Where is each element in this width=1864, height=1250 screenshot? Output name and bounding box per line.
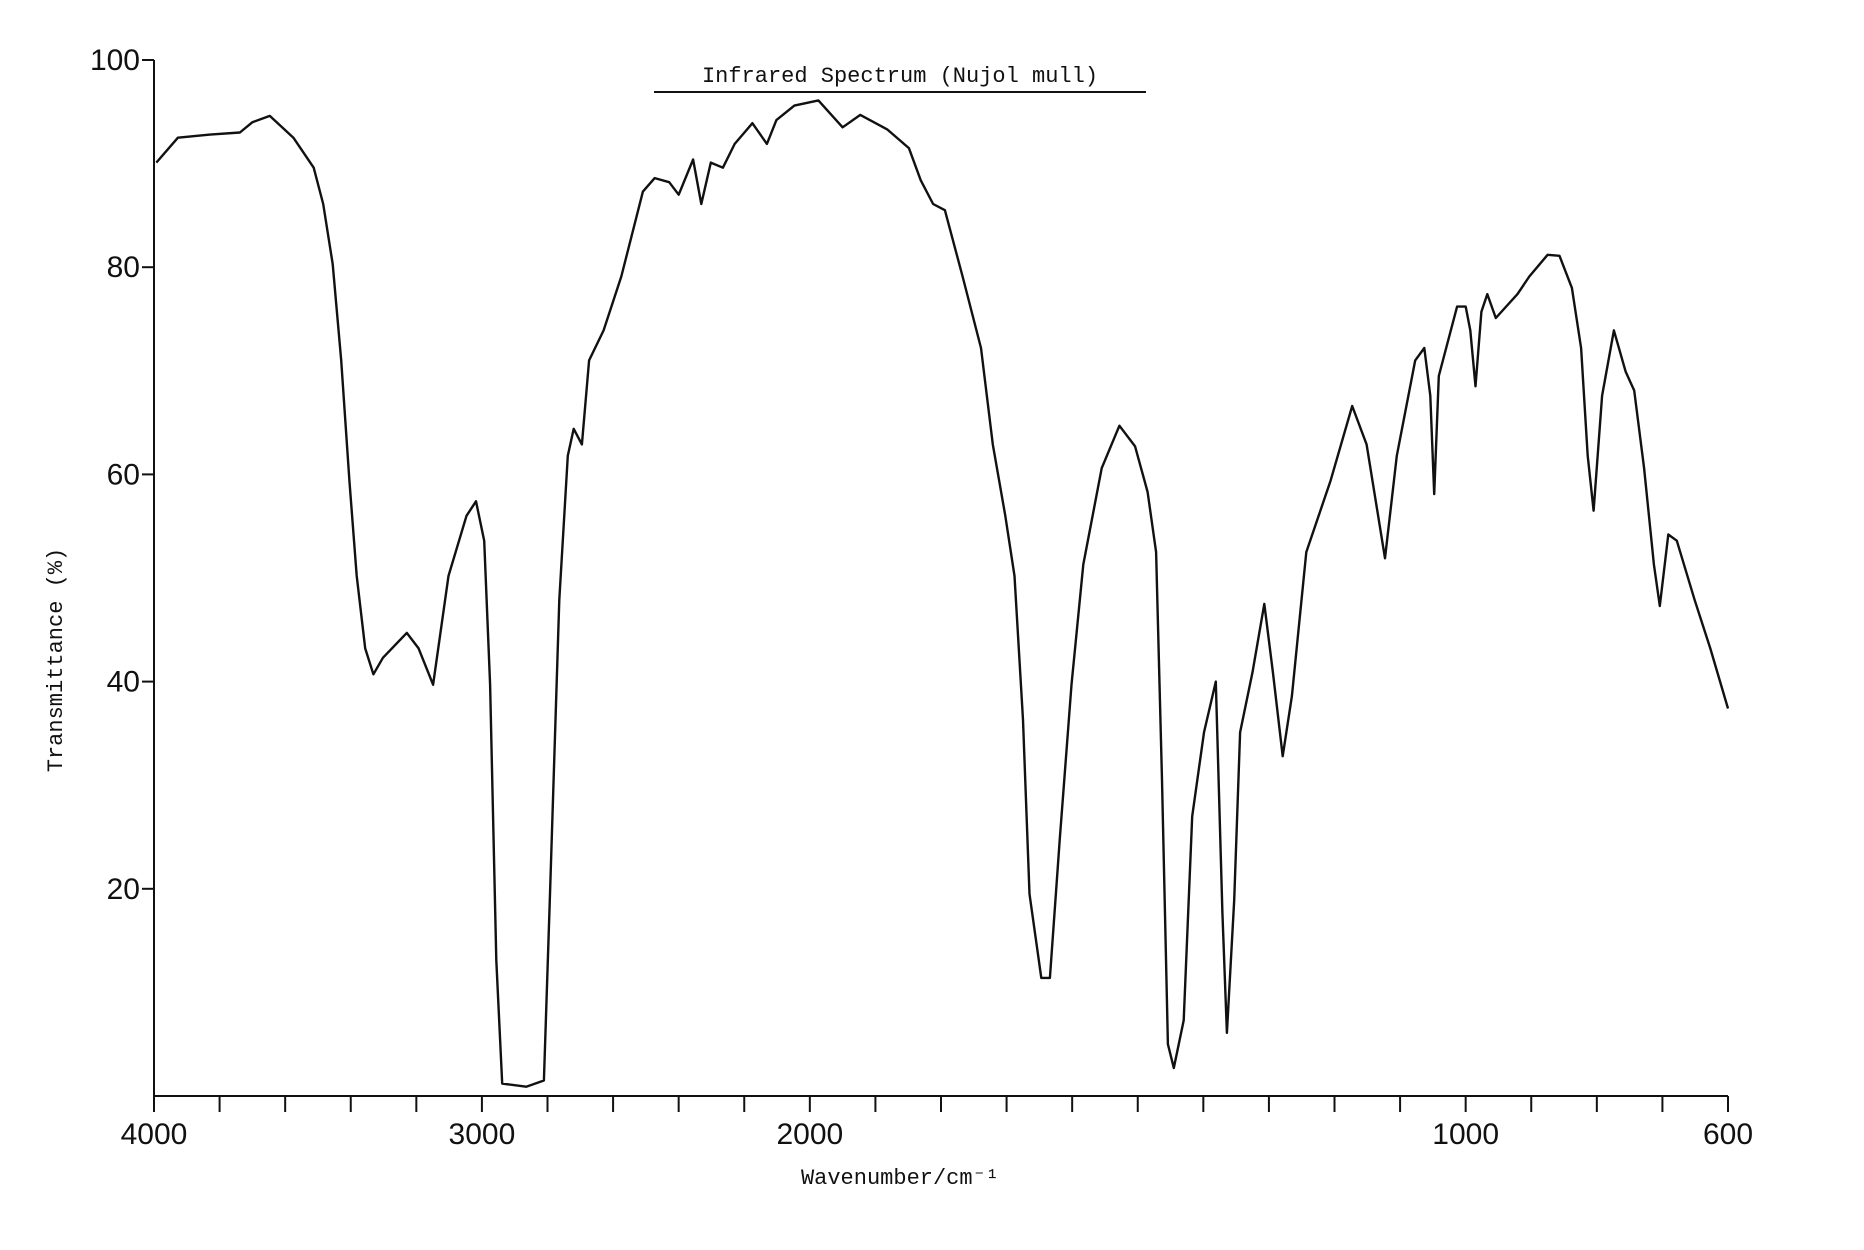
y-axis-label: Transmittance (%) [44,548,69,772]
x-tick-label: 4000 [121,1118,188,1151]
x-tick-label: 600 [1703,1118,1753,1151]
x-tick-label: 1000 [1432,1118,1499,1151]
y-tick-label: 40 [107,666,140,699]
x-tick-label: 3000 [449,1118,516,1151]
y-tick-label: 80 [107,251,140,284]
spectrum-line [155,99,1730,1088]
y-tick-label: 60 [107,458,140,491]
y-tick-label: 100 [90,44,140,77]
x-axis-label: Wavenumber/cm⁻¹ [801,1166,999,1191]
chart-title: Infrared Spectrum (Nujol mull) [702,64,1098,89]
y-tick-label: 20 [107,873,140,906]
x-tick-label: 2000 [776,1118,843,1151]
